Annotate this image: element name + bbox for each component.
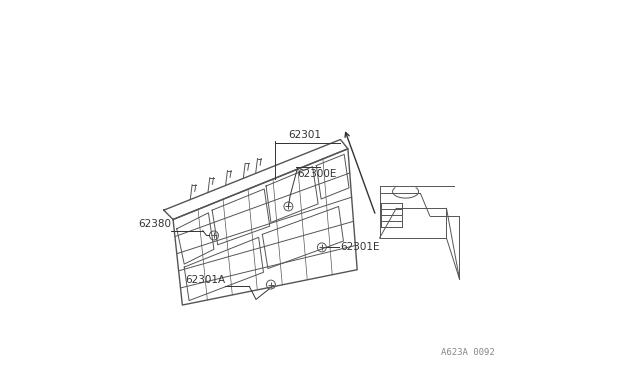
Text: A623A 0092: A623A 0092 <box>441 348 495 357</box>
Text: 62301: 62301 <box>289 129 321 140</box>
Text: 62301A: 62301A <box>185 275 225 285</box>
Text: 62300E: 62300E <box>297 169 336 179</box>
Text: 62301E: 62301E <box>340 243 380 252</box>
Text: 62380: 62380 <box>138 219 172 229</box>
